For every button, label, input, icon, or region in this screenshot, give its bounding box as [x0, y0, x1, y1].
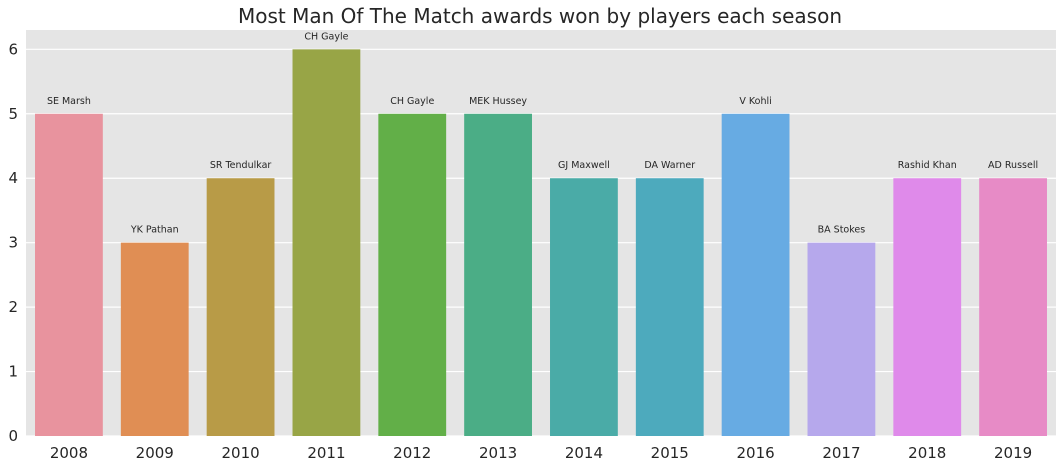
y-tick-label: 4 [8, 169, 18, 187]
x-tick-label-2017: 2017 [822, 444, 860, 462]
bar-2013 [464, 113, 532, 437]
bar-label-2015: DA Warner [644, 160, 695, 171]
bar-label-2011: CH Gayle [304, 31, 348, 42]
x-tick-label-2019: 2019 [994, 444, 1032, 462]
bar-2012 [378, 113, 447, 437]
bar-label-2014: GJ Maxwell [558, 160, 610, 171]
bar-label-2008: SE Marsh [47, 96, 91, 107]
x-tick-label-2016: 2016 [736, 444, 774, 462]
bar-2017 [807, 242, 876, 436]
plot-area [26, 30, 1056, 436]
chart-title: Most Man Of The Match awards won by play… [238, 4, 842, 28]
bar-label-2018: Rashid Khan [898, 160, 957, 171]
x-tick-label-2011: 2011 [307, 444, 345, 462]
bar-label-2017: BA Stokes [818, 225, 866, 236]
y-axis-ticks: 0 1 2 3 4 5 6 [8, 40, 18, 445]
gridlines [26, 48, 1056, 437]
bar-2011 [292, 49, 361, 436]
bar-2009 [120, 242, 189, 436]
x-tick-label-2018: 2018 [908, 444, 946, 462]
bar-label-2010: SR Tendulkar [210, 160, 272, 171]
x-tick-label-2012: 2012 [393, 444, 431, 462]
bar-2018 [893, 178, 962, 436]
bar-label-2016: V Kohli [739, 96, 771, 107]
x-tick-label-2014: 2014 [565, 444, 603, 462]
x-tick-label-2015: 2015 [651, 444, 689, 462]
bar-2016 [721, 113, 790, 437]
bar-label-2009: YK Pathan [130, 225, 179, 236]
y-tick-label: 6 [8, 40, 18, 58]
bars [35, 49, 1047, 437]
bar-2010 [206, 178, 275, 436]
x-axis-ticks: 2008 2009 2010 2011 2012 2013 2014 2015 2016 2017… [50, 444, 1032, 462]
bar-label-2019: AD Russell [988, 160, 1038, 171]
y-tick-label: 1 [8, 363, 18, 381]
x-tick-label-2013: 2013 [479, 444, 517, 462]
x-tick-label-2009: 2009 [136, 444, 174, 462]
bar-label-2013: MEK Hussey [469, 96, 527, 107]
bar-2008 [35, 113, 103, 437]
x-tick-label-2010: 2010 [221, 444, 259, 462]
bar-2014 [550, 178, 618, 436]
bar-labels: SE Marsh YK Pathan SR Tendulkar CH Gayle CH … [47, 31, 1038, 235]
bar-2019 [979, 178, 1047, 436]
y-tick-label: 5 [8, 105, 18, 123]
y-tick-label: 2 [8, 298, 18, 316]
bar-label-2012: CH Gayle [390, 96, 434, 107]
y-tick-label: 3 [8, 234, 18, 252]
bar-2015 [635, 178, 704, 436]
x-tick-label-2008: 2008 [50, 444, 88, 462]
y-tick-label: 0 [8, 427, 18, 445]
